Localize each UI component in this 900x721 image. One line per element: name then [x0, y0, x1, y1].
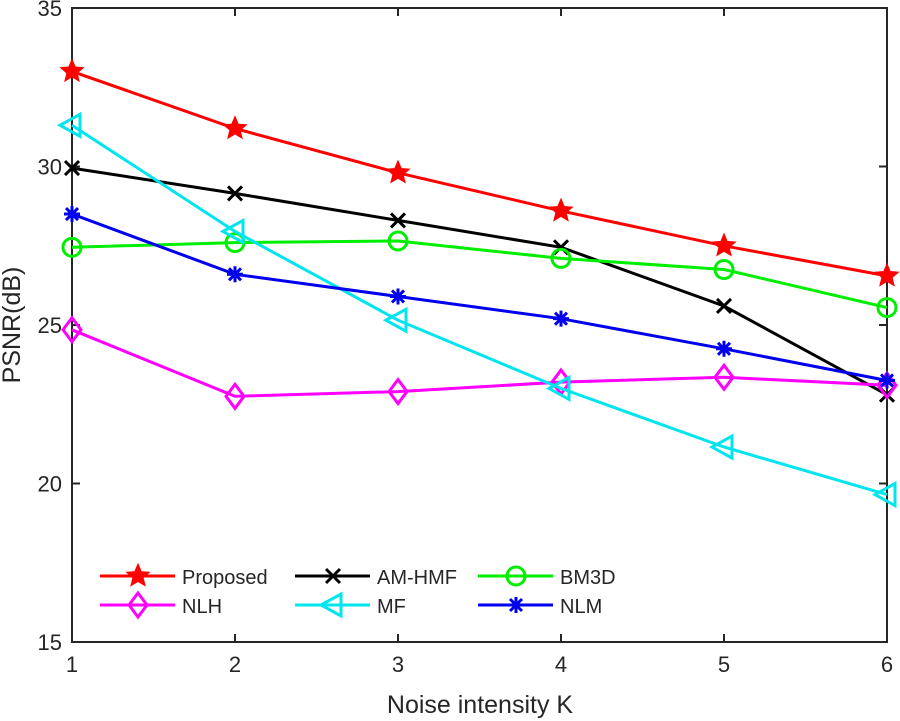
legend-marker [125, 562, 151, 587]
data-point-nlh [224, 381, 246, 411]
legend-marker [505, 565, 527, 587]
plot-frame [71, 7, 888, 643]
series-nlm [64, 206, 895, 389]
legend-item-proposed: Proposed [100, 562, 268, 589]
series-proposed [59, 58, 900, 287]
data-point-bm3d [387, 230, 409, 252]
axes: 1 2 3 4 5 6 15 20 25 30 35 [38, 0, 894, 677]
legend-marker [317, 591, 343, 619]
data-point-bm3d [550, 247, 572, 269]
data-point-proposed [874, 262, 900, 287]
data-point-mf [871, 481, 897, 509]
data-point-am-hmf [715, 297, 733, 315]
legend: Proposed AM-HMF BM3D NLH MF NLM [100, 562, 616, 620]
data-point-proposed [59, 58, 85, 83]
legend-item-am-hmf: AM-HMF [295, 567, 457, 589]
data-point-bm3d [876, 297, 898, 319]
y-tick-label: 35 [38, 0, 62, 21]
series-line-mf [71, 124, 888, 497]
series-line-nlm [71, 212, 888, 382]
data-point-proposed [711, 232, 737, 257]
data-point-nlh [387, 377, 409, 407]
series-bm3d [61, 230, 898, 319]
y-tick-label: 15 [38, 630, 62, 655]
data-point-nlh [713, 362, 735, 392]
data-point-nlm [64, 206, 80, 223]
data-point-am-hmf [63, 160, 81, 177]
data-point-proposed [548, 197, 574, 222]
data-point-bm3d [713, 259, 735, 281]
legend-item-bm3d: BM3D [478, 565, 616, 589]
x-tick-label: 5 [718, 652, 730, 677]
data-point-mf [708, 433, 734, 461]
data-point-bm3d [61, 236, 83, 258]
series-line-proposed [71, 69, 888, 278]
series-line-bm3d [71, 239, 888, 310]
x-tick-label: 4 [555, 652, 567, 677]
data-point-am-hmf [389, 212, 407, 229]
legend-item-nlm: NLM [478, 596, 602, 618]
legend-marker [508, 597, 524, 613]
legend-label: AM-HMF [377, 567, 457, 589]
x-tick-label: 3 [392, 652, 404, 677]
legend-label: NLH [182, 596, 222, 618]
y-axis-label: PSNR(dB) [0, 267, 26, 384]
series-line-nlh [71, 328, 888, 398]
legend-label: NLM [560, 596, 602, 618]
legend-marker [324, 567, 342, 585]
y-tick-label: 30 [38, 155, 62, 180]
data-point-mf [382, 306, 408, 334]
series-mf [56, 111, 897, 509]
data-point-am-hmf [226, 185, 244, 202]
legend-label: BM3D [560, 567, 616, 589]
legend-item-nlh: NLH [100, 590, 222, 620]
data-point-nlm [227, 266, 243, 283]
y-tick-label: 25 [38, 313, 62, 338]
legend-label: Proposed [182, 567, 268, 589]
x-tick-label: 6 [881, 652, 893, 677]
x-tick-label: 1 [66, 652, 78, 677]
data-point-mf [56, 111, 82, 139]
data-point-nlm [553, 310, 569, 327]
x-axis-label: Noise intensity K [387, 691, 574, 719]
data-point-nlh [61, 315, 83, 345]
legend-marker [127, 590, 149, 620]
data-point-nlm [716, 340, 732, 357]
series-line-am-hmf [71, 166, 888, 397]
data-point-nlm [879, 372, 895, 389]
legend-label: MF [377, 596, 406, 618]
series-group [56, 58, 900, 509]
data-point-mf [219, 217, 245, 246]
data-point-mf [545, 374, 571, 402]
legend-item-mf: MF [295, 591, 406, 619]
x-tick-label: 2 [229, 652, 241, 677]
y-tick-label: 20 [38, 472, 62, 497]
data-point-proposed [222, 115, 248, 140]
data-point-nlm [390, 288, 406, 305]
data-point-proposed [385, 159, 411, 184]
